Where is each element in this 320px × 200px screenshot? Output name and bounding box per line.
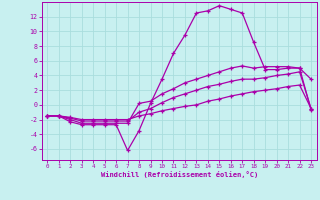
X-axis label: Windchill (Refroidissement éolien,°C): Windchill (Refroidissement éolien,°C) xyxy=(100,171,258,178)
